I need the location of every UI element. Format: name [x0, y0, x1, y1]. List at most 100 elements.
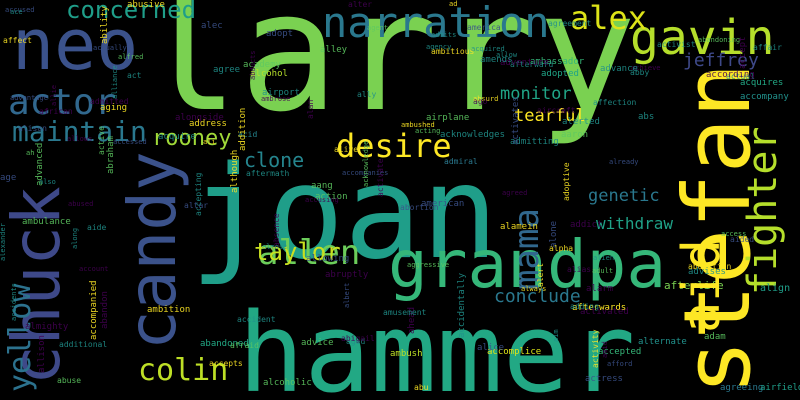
word-small: alley: [320, 45, 348, 55]
word-small: aging: [100, 103, 128, 113]
word-clone: clone: [244, 148, 305, 172]
word-small: adoptive: [562, 162, 571, 201]
word-small: afford: [607, 360, 633, 368]
word-small: achieve: [631, 64, 661, 72]
word-withdraw: withdraw: [596, 214, 674, 233]
word-small: addition: [238, 107, 248, 151]
word-small: activated: [580, 307, 629, 317]
word-small: advantage: [10, 94, 48, 102]
word-small: alter: [348, 0, 373, 9]
word-small: aide: [87, 223, 107, 232]
word-accomplice: accomplice: [487, 347, 542, 357]
word-small: alerted: [562, 117, 600, 127]
word-small: accompanies: [342, 169, 389, 177]
word-admiral: admiral: [444, 157, 478, 166]
word-conclude: conclude: [494, 286, 581, 307]
word-small: abortion: [400, 203, 439, 212]
word-genetic: genetic: [588, 186, 660, 206]
word-acid: acid: [238, 130, 258, 139]
word-small: alarm: [586, 284, 614, 294]
word-small: amusement: [383, 308, 427, 317]
word-actor: actor: [8, 82, 117, 123]
word-small: alongside: [175, 113, 224, 123]
word-small: age: [0, 173, 17, 183]
word-small: allowing: [306, 254, 350, 264]
word-small: ambrose: [261, 95, 291, 103]
word-small: abruptly: [325, 270, 369, 280]
word-hammer: hammer: [238, 289, 636, 400]
word-small: america: [467, 23, 501, 32]
word-small: alison: [18, 124, 47, 133]
word-small: ally: [357, 90, 377, 99]
word-small: abuse: [57, 376, 82, 385]
word-small: aged: [346, 337, 366, 346]
word-small: adopt: [266, 29, 294, 39]
word-alex: alex: [570, 0, 648, 37]
word-small: adam: [704, 332, 726, 342]
word-small: actually: [93, 44, 127, 52]
word-small: accept: [738, 36, 748, 69]
word-small: amends: [480, 55, 513, 65]
word-monitor: monitor: [500, 84, 572, 104]
word-small: allie: [50, 84, 58, 106]
word-small: american: [421, 199, 465, 209]
word-small: ambition: [147, 305, 191, 315]
word-small: abby: [630, 68, 650, 77]
word-small: activist: [657, 40, 696, 49]
word-small: affect: [3, 36, 32, 45]
word-alcohol: alcohol: [250, 69, 288, 79]
word-small: already: [609, 158, 639, 166]
word-fighter: fighter: [740, 126, 786, 295]
word-small: abused: [68, 200, 94, 208]
word-accepted: accepted: [598, 347, 642, 357]
word-small: alien: [593, 254, 615, 262]
word-airfield: airfield: [760, 383, 800, 393]
word-small: alias: [567, 265, 592, 274]
word-small: accused: [5, 6, 35, 14]
word-small: acknowledges: [440, 130, 506, 140]
word-small: accusing: [305, 196, 339, 204]
word-accompany: accompany: [740, 92, 789, 102]
word-afterlife: afterlife: [664, 279, 724, 292]
word-small: aircraft: [537, 106, 576, 115]
word-jeffrey: jeffrey: [683, 50, 759, 71]
word-small: active: [97, 126, 106, 155]
word-small: ambushed: [401, 121, 435, 129]
word-joan: joan: [190, 139, 499, 288]
word-small: abducts: [249, 50, 257, 80]
word-small: agreed: [502, 189, 528, 197]
word-small: abduction: [688, 262, 732, 271]
word-allen: allen: [258, 233, 361, 273]
word-small: act: [127, 71, 142, 80]
word-ambush: ambush: [390, 349, 423, 359]
word-small: accessed: [113, 138, 147, 146]
word-small: always: [521, 285, 547, 293]
word-small: alive: [334, 145, 359, 154]
word-small: academy: [243, 60, 281, 70]
word-small: access: [721, 230, 747, 238]
word-small: allow: [496, 51, 518, 59]
word-small: almighty: [25, 322, 69, 332]
word-small: address: [189, 119, 227, 129]
word-small: admits: [431, 31, 457, 39]
word-alternate: alternate: [638, 337, 687, 347]
word-small: aang: [311, 181, 333, 191]
word-small: adventure: [500, 58, 549, 68]
word-small: alan: [306, 99, 315, 119]
word-small: admitting: [510, 137, 559, 147]
word-small: acknowledge: [362, 140, 370, 187]
word-small: ambitious: [431, 47, 475, 56]
word-concerned: concerned: [66, 0, 197, 24]
word-small: alert: [536, 262, 545, 287]
word-small: aftermath: [246, 169, 290, 178]
word-small: abu: [414, 383, 429, 392]
word-small: airplane: [426, 113, 470, 123]
word-small: activates: [511, 96, 521, 145]
word-small: alexander: [0, 223, 7, 261]
word-small: ambulance: [22, 217, 71, 227]
word-small: allows: [67, 135, 93, 143]
word-small: alpha: [549, 244, 574, 253]
word-rooney: rooney: [152, 126, 232, 151]
word-afterwards: afterwards: [572, 303, 627, 313]
